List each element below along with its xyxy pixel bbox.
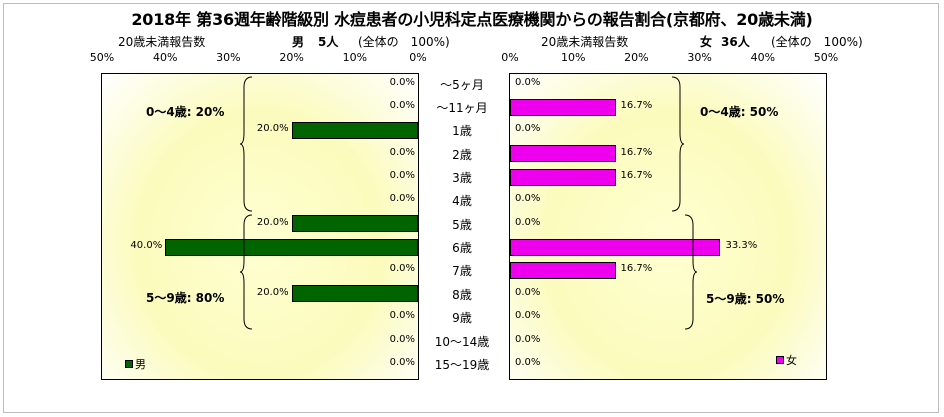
female-value-label: 0.0% (515, 76, 541, 88)
male-value-label: 0.0% (389, 170, 415, 182)
male-bar (291, 285, 418, 303)
female-share-label: (全体の 100%) (771, 35, 863, 49)
male-axis-tick-label: 50% (89, 51, 115, 64)
male-value-label: 40.0% (130, 240, 163, 252)
male-bar (165, 238, 418, 256)
male-value-label: 0.0% (389, 310, 415, 322)
age-category-label: 8歳 (452, 287, 472, 302)
age-category-label: 2歳 (452, 147, 472, 162)
age-category-label: ～11ヶ月 (436, 101, 488, 116)
female-value-label: 0.0% (515, 216, 541, 228)
male-axis-title: 20歳未満報告数 (118, 35, 206, 49)
male-value-label: 0.0% (389, 263, 415, 275)
female-axis-tick-label: 10% (560, 51, 586, 64)
female-plot-area (509, 73, 827, 380)
male-bar (291, 121, 418, 139)
female-axis-tick-label: 50% (813, 51, 839, 64)
female-axis-tick-label: 40% (750, 51, 776, 64)
female-value-label: 33.3% (725, 240, 758, 252)
female-bar (510, 98, 616, 116)
male-axis-tick-label: 0% (409, 51, 427, 64)
female-axis-tick-label: 30% (687, 51, 712, 64)
male-value-label: 0.0% (389, 146, 415, 158)
male-value-label: 0.0% (389, 356, 415, 368)
male-axis-tick-label: 10% (342, 51, 368, 64)
male-value-label: 20.0% (256, 216, 289, 228)
male-axis-tick-label: 40% (152, 51, 178, 64)
female-value-label: 16.7% (620, 170, 653, 182)
female-0-4-brace (671, 76, 685, 212)
male-value-label: 0.0% (389, 193, 415, 205)
female-legend-swatch (776, 356, 784, 364)
female-total-label: 女 (700, 35, 713, 49)
age-category-label: ～5ヶ月 (440, 77, 484, 92)
female-bar (510, 145, 616, 163)
age-category-label: 5歳 (452, 217, 472, 232)
female-axis-tick-label: 0% (501, 51, 519, 64)
female-bar (510, 238, 721, 256)
female-bar (510, 168, 616, 186)
female-total-count: 36人 (721, 35, 750, 49)
male-0-4-brace (239, 76, 253, 212)
female-value-label: 16.7% (620, 263, 653, 275)
female-value-label: 16.7% (620, 100, 653, 112)
male-total-label: 男 (292, 35, 305, 49)
female-value-label: 16.7% (620, 146, 653, 158)
male-0-4-group-label: 0～4歳: 20% (146, 105, 225, 119)
female-axis-title: 20歳未満報告数 (541, 35, 629, 49)
age-category-label: 4歳 (452, 194, 472, 209)
male-total-count: 5人 (318, 35, 339, 49)
female-value-label: 0.0% (515, 310, 541, 322)
male-5-9-brace (239, 214, 253, 330)
female-value-label: 0.0% (515, 193, 541, 205)
age-category-label: 15～19歳 (434, 357, 490, 372)
male-share-label: (全体の 100%) (358, 35, 450, 49)
male-legend-swatch (125, 360, 133, 368)
male-5-9-group-label: 5～9歳: 80% (146, 291, 225, 305)
male-value-label: 0.0% (389, 100, 415, 112)
male-value-label: 0.0% (389, 333, 415, 345)
male-plot-area (101, 73, 419, 380)
female-value-label: 0.0% (515, 356, 541, 368)
female-axis-tick-label: 20% (624, 51, 649, 64)
male-axis-tick-label: 30% (216, 51, 241, 64)
age-category-label: 1歳 (452, 124, 472, 139)
male-legend: 男 (125, 356, 146, 372)
age-category-label: 6歳 (452, 241, 472, 256)
female-bar (510, 261, 616, 279)
male-value-label: 20.0% (256, 123, 289, 135)
female-legend: 女 (776, 352, 797, 368)
female-0-4-group-label: 0～4歳: 50% (700, 105, 779, 119)
male-legend-label: 男 (135, 358, 146, 371)
male-value-label: 20.0% (256, 286, 289, 298)
female-5-9-brace (684, 214, 698, 330)
age-category-label: 9歳 (452, 311, 472, 326)
male-axis-tick-label: 20% (279, 51, 304, 64)
age-category-label: 7歳 (452, 264, 472, 279)
female-5-9-group-label: 5～9歳: 50% (706, 292, 785, 306)
female-legend-label: 女 (786, 354, 797, 367)
male-bar (291, 215, 418, 233)
female-value-label: 0.0% (515, 123, 541, 135)
female-value-label: 0.0% (515, 333, 541, 345)
age-category-label: 3歳 (452, 171, 472, 186)
age-category-label: 10～14歳 (434, 334, 490, 349)
female-value-label: 0.0% (515, 286, 541, 298)
chart-title: 2018年 第36週年齢階級別 水痘患者の小児科定点医療機関からの報告割合(京都… (131, 10, 813, 29)
chart-frame (3, 3, 939, 413)
male-value-label: 0.0% (389, 76, 415, 88)
